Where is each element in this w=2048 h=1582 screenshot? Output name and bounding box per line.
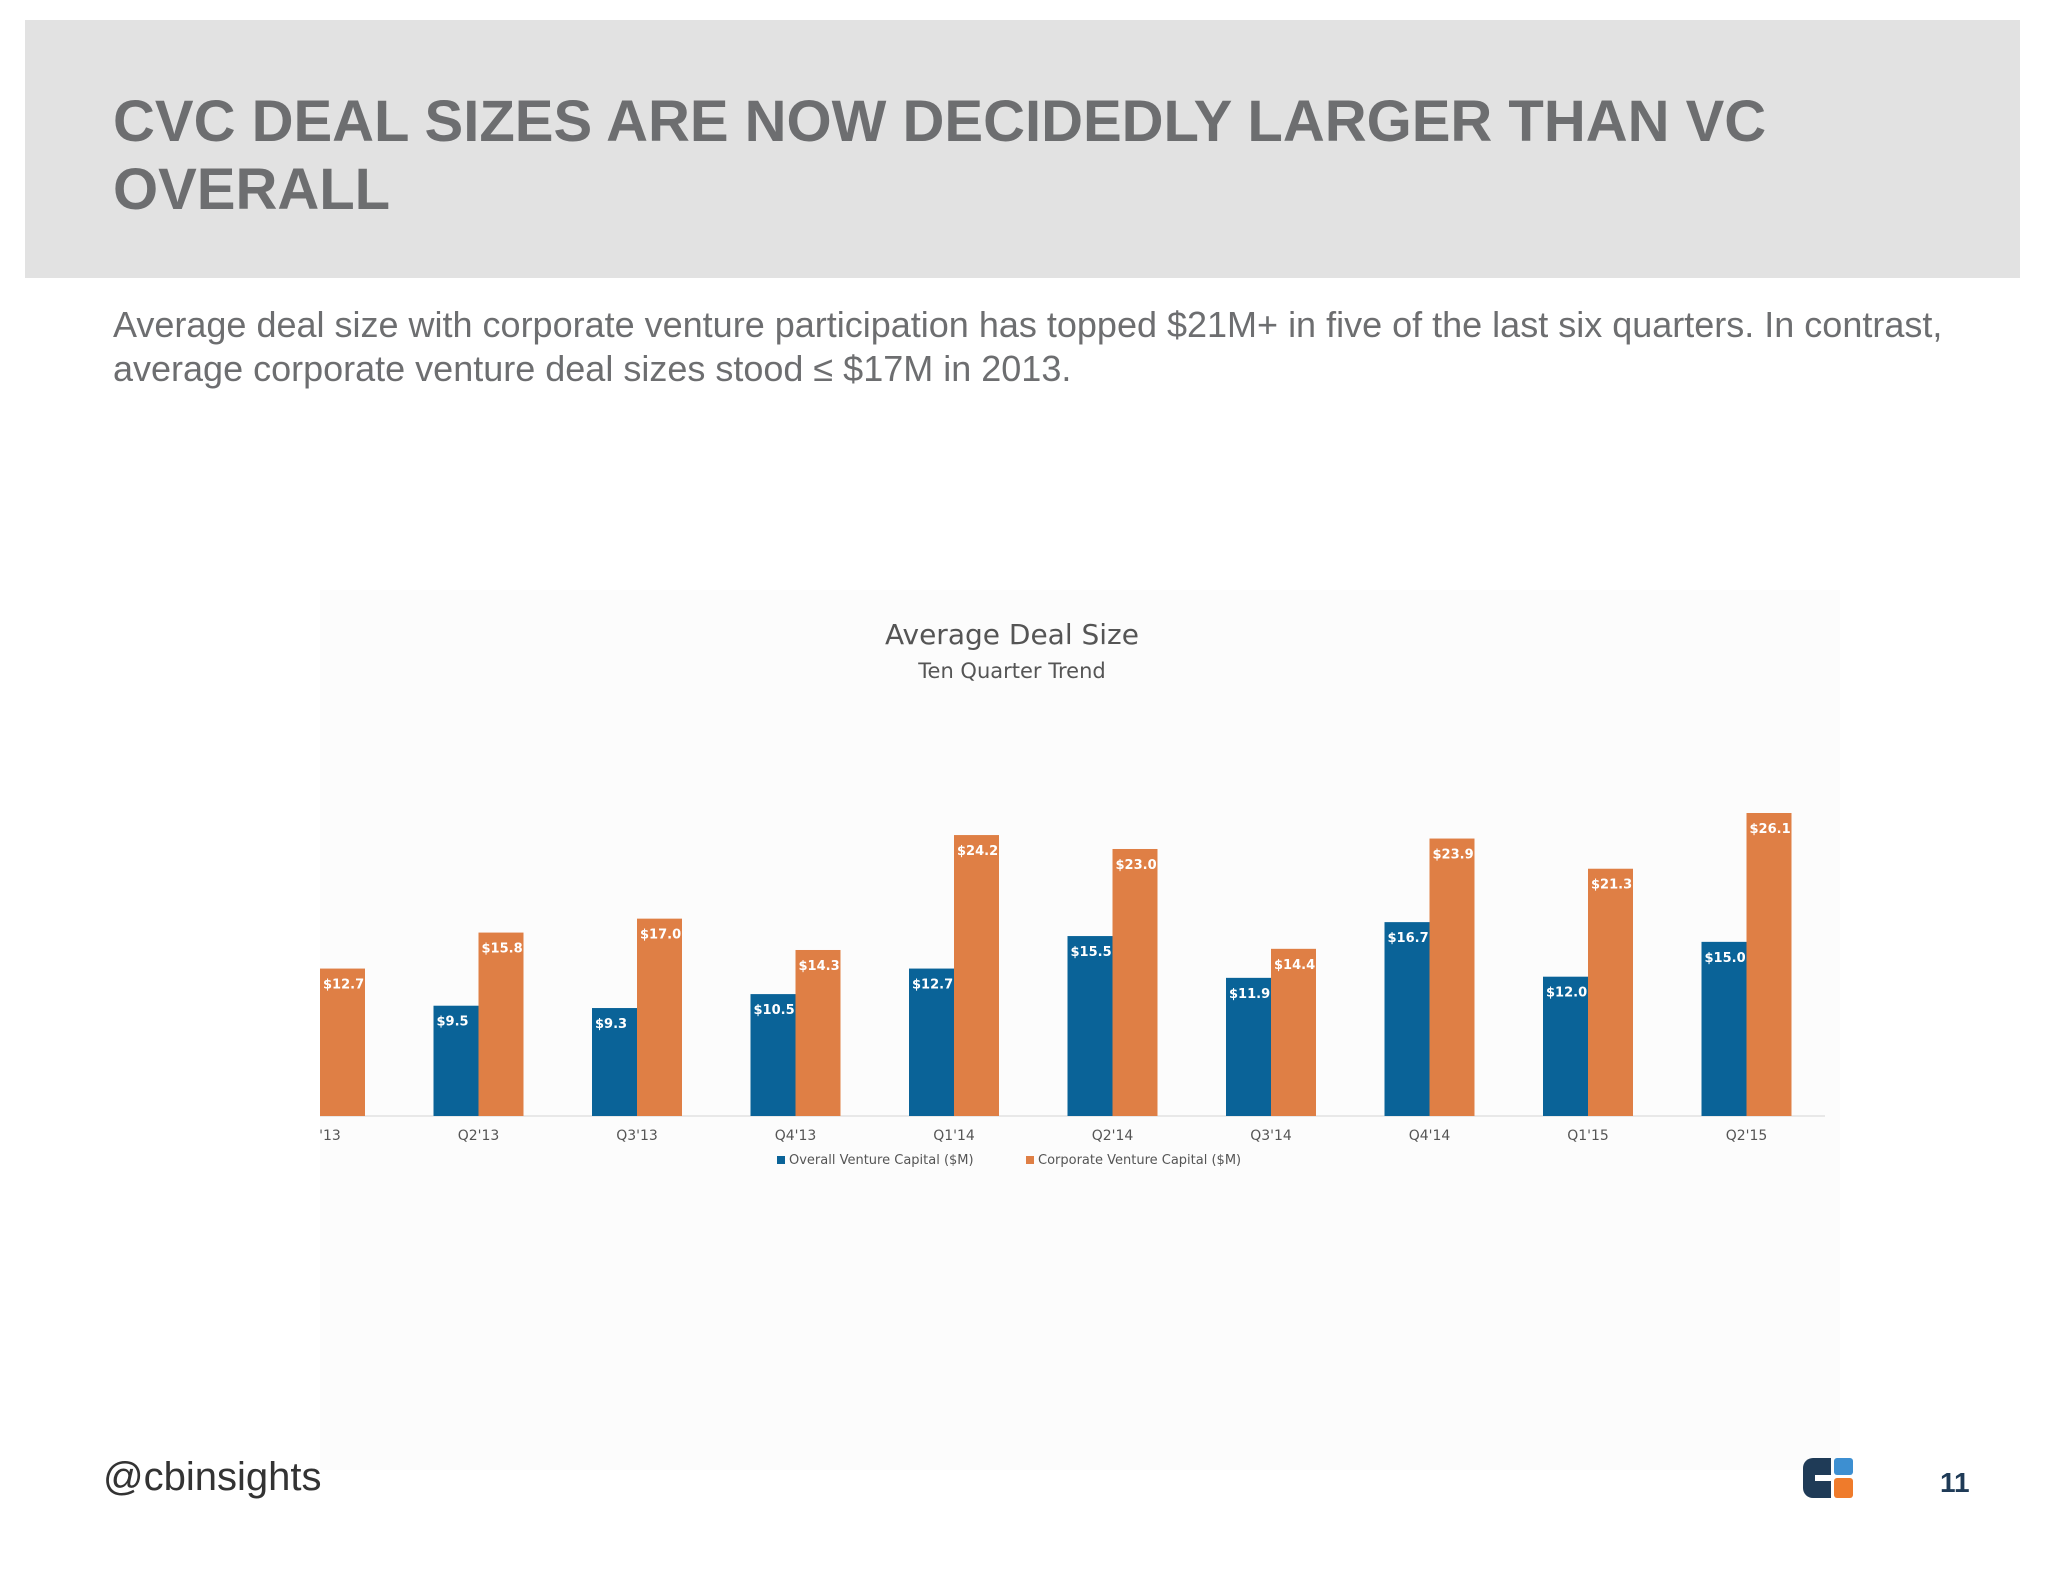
header-band — [25, 20, 2020, 278]
corporate-vc-bar-9 — [1746, 813, 1792, 1116]
chart-title: Average Deal Size — [885, 618, 1139, 651]
page-number: 11 — [1940, 1467, 1970, 1498]
footer-handle: @cbinsights — [103, 1455, 322, 1499]
legend-label-1: Corporate Venture Capital ($M) — [1038, 1153, 1241, 1168]
overall-vc-label-7: $16.7 — [1388, 931, 1429, 946]
overall-vc-bar-4 — [909, 968, 954, 1116]
legend-swatch-1 — [1026, 1156, 1034, 1164]
x-tick-label-1: Q2'13 — [458, 1128, 500, 1144]
corporate-vc-bar-4 — [954, 835, 999, 1116]
overall-vc-bar-1 — [433, 1005, 479, 1116]
corporate-vc-bar-5 — [1112, 848, 1158, 1116]
x-tick-label-5: Q2'14 — [1092, 1128, 1134, 1144]
x-tick-label-4: Q1'14 — [933, 1128, 975, 1144]
legend-swatch-0 — [777, 1156, 785, 1164]
corporate-vc-bar-7 — [1429, 838, 1475, 1116]
corporate-vc-bar-3 — [795, 949, 841, 1116]
overall-vc-label-9: $15.0 — [1705, 951, 1746, 966]
overall-vc-label-2: $9.3 — [595, 1017, 627, 1032]
corporate-vc-label-6: $14.4 — [1274, 958, 1315, 973]
x-tick-label-9: Q2'15 — [1726, 1128, 1768, 1144]
corporate-vc-bar-1 — [478, 932, 524, 1116]
logo-orange-shape — [1834, 1478, 1853, 1498]
corporate-vc-bar-0 — [320, 968, 365, 1116]
overall-vc-bar-6 — [1226, 977, 1271, 1116]
overall-vc-label-4: $12.7 — [912, 978, 953, 993]
chart-subtitle: Ten Quarter Trend — [917, 659, 1105, 683]
average-deal-size-chart: Average Deal Size Ten Quarter Trend $9.2… — [320, 618, 1825, 1168]
corporate-vc-bar-2 — [637, 918, 682, 1116]
bars-group: $9.2$12.7$9.5$15.8$9.3$17.0$10.5$14.3$12… — [320, 813, 1792, 1116]
slide-title: CVC DEAL SIZES ARE NOW DECIDEDLY LARGER … — [113, 89, 1767, 222]
overall-vc-bar-9 — [1701, 941, 1747, 1116]
overall-vc-bar-8 — [1543, 976, 1588, 1116]
corporate-vc-label-5: $23.0 — [1116, 858, 1157, 873]
corporate-vc-bar-8 — [1588, 868, 1633, 1116]
corporate-vc-label-2: $17.0 — [640, 928, 681, 943]
overall-vc-label-1: $9.5 — [437, 1015, 469, 1030]
corporate-vc-label-0: $12.7 — [323, 978, 364, 993]
legend: Overall Venture Capital ($M) Corporate Ve… — [777, 1153, 1241, 1168]
overall-vc-bar-3 — [750, 994, 796, 1116]
overall-vc-bar-7 — [1384, 922, 1430, 1116]
corporate-vc-bar-6 — [1271, 948, 1316, 1116]
corporate-vc-label-8: $21.3 — [1591, 878, 1632, 893]
overall-vc-label-5: $15.5 — [1071, 945, 1112, 960]
corporate-vc-label-3: $14.3 — [799, 959, 840, 974]
overall-vc-bar-2 — [592, 1008, 637, 1116]
overall-vc-label-3: $10.5 — [754, 1003, 795, 1018]
overall-vc-bar-5 — [1067, 936, 1113, 1116]
corporate-vc-label-7: $23.9 — [1433, 848, 1474, 863]
x-tick-label-8: Q1'15 — [1567, 1128, 1609, 1144]
chart-area: Average Deal Size Ten Quarter Trend $9.2… — [320, 590, 1840, 1470]
corporate-vc-label-1: $15.8 — [482, 942, 523, 957]
x-tick-label-3: Q4'13 — [775, 1128, 817, 1144]
corporate-vc-label-9: $26.1 — [1750, 822, 1791, 837]
x-tick-label-6: Q3'14 — [1250, 1128, 1292, 1144]
overall-vc-label-8: $12.0 — [1546, 986, 1587, 1001]
x-tick-labels: Q1'13 Q2'13 Q3'13 Q4'13 Q1'14 Q2'14 Q3'14 Q4'14… — [320, 1128, 1767, 1144]
slide-subtitle: Average deal size with corporate venture… — [113, 304, 1943, 389]
x-tick-label-0: Q1'13 — [320, 1128, 341, 1144]
x-tick-label-7: Q4'14 — [1409, 1128, 1451, 1144]
logo-blue-shape — [1834, 1458, 1853, 1475]
overall-vc-label-6: $11.9 — [1229, 987, 1270, 1002]
x-tick-label-2: Q3'13 — [616, 1128, 658, 1144]
legend-label-0: Overall Venture Capital ($M) — [789, 1153, 974, 1168]
cb-insights-logo-icon — [1803, 1458, 1853, 1498]
corporate-vc-label-4: $24.2 — [957, 844, 998, 859]
